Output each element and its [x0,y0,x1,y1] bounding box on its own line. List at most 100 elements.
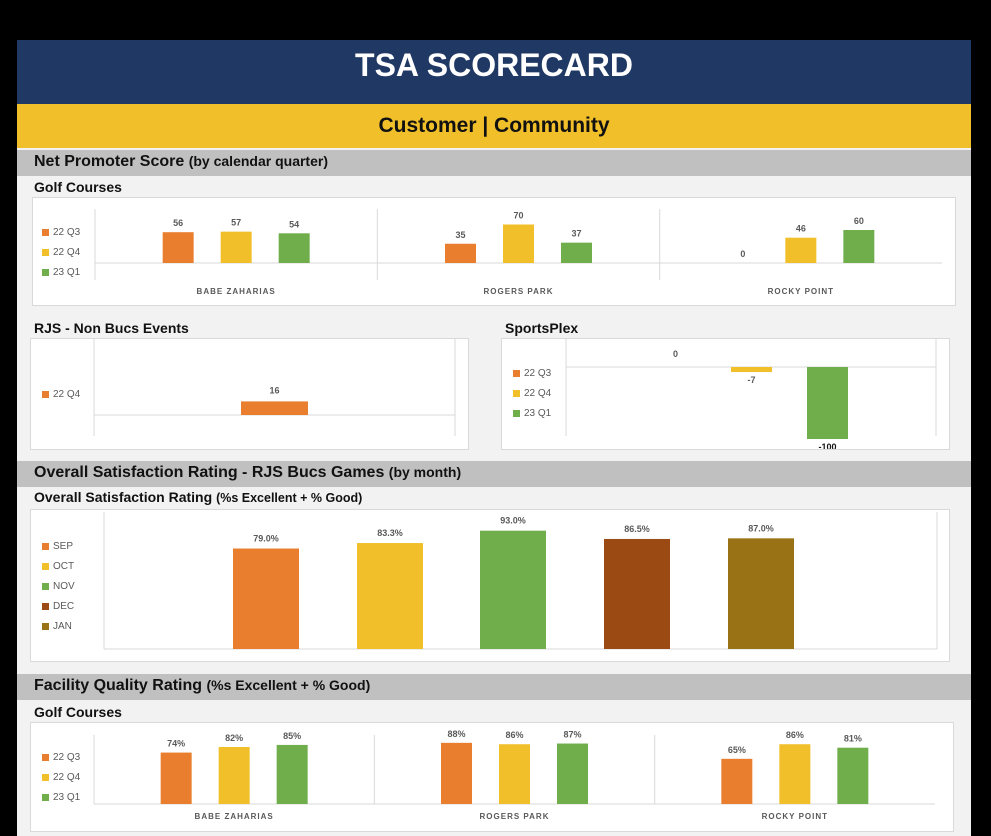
data-label: 57 [231,218,241,228]
legend-label: 22 Q4 [524,387,552,399]
legend-item: SEP [42,536,75,556]
data-label: 81% [844,734,862,744]
legend-item: NOV [42,576,75,596]
data-label: 60 [854,216,864,226]
legend-label: 22 Q4 [53,771,81,783]
bar [557,743,588,804]
osr-chart: 79.0% 83.3% 93.0% 86.5% 87.0% [103,512,938,650]
x-tick-label: ROGERS PARK [484,287,554,296]
data-label: 16 [269,385,279,395]
legend-item: 22 Q4 [42,384,80,404]
bar [807,367,848,439]
legend-label: 22 Q4 [53,388,81,400]
bar [480,530,546,649]
osr-panel: SEP OCT NOV DEC JAN 79.0% 83.3% 93.0% 86.5%… [30,509,950,662]
legend-label: OCT [53,560,75,572]
scorecard-page: TSA SCORECARD Customer | Community Net P… [17,40,971,836]
data-label: -7 [747,375,755,385]
fqr-section-header: Facility Quality Rating (%s Excellent + … [17,674,971,700]
legend-label: 22 Q4 [53,246,81,258]
sportsplex-panel: 22 Q3 22 Q4 23 Q1 0 -7 -100 [501,338,950,450]
rjs-subtitle: RJS - Non Bucs Events [34,320,189,336]
data-label: 83.3% [377,528,403,538]
legend-item: DEC [42,596,75,616]
legend-swatch [42,582,49,590]
bar [785,237,817,263]
legend-swatch [513,369,520,377]
legend-label: 22 Q3 [524,367,552,379]
bar [843,230,875,263]
bar [561,242,592,263]
data-label: 85% [283,731,301,741]
legend-label: 22 Q3 [53,226,81,238]
data-label: 70 [513,211,523,221]
legend-swatch [42,390,49,398]
bar [357,543,423,649]
bar [837,747,869,804]
rjs-chart: 16 [93,339,456,436]
data-label: 54 [289,219,299,229]
legend-swatch [42,228,49,236]
data-label: 0 [740,249,745,259]
osr-section-title: Overall Satisfaction Rating - RJS Bucs G… [34,464,385,481]
nps-golf-subtitle: Golf Courses [34,179,122,195]
legend-swatch [42,248,49,256]
bar [604,538,670,649]
legend-swatch [513,389,520,397]
bar [731,367,772,373]
legend-item: 23 Q1 [42,262,80,282]
data-label: 74% [167,739,185,749]
data-label: -100 [818,442,836,449]
legend-label: 23 Q1 [53,791,81,803]
data-label: 86.5% [624,524,650,534]
osr-subtitle-main: Overall Satisfaction Rating [34,489,213,505]
sportsplex-legend: 22 Q3 22 Q4 23 Q1 [513,363,551,423]
nps-golf-panel: 22 Q3 22 Q4 23 Q1 BABE ZAHARIAS 56 57 54 ROG… [32,197,956,306]
bar [220,231,252,263]
bar [162,232,194,263]
bar [441,742,472,804]
legend-item: 22 Q3 [42,747,80,767]
legend-item: 23 Q1 [42,787,80,807]
bar [278,233,310,263]
bar [233,548,299,649]
data-label: 65% [728,745,746,755]
legend-label: JAN [53,620,72,632]
page-subtitle: Customer | Community [17,104,971,148]
data-label: 93.0% [500,516,526,526]
legend-label: NOV [53,580,75,592]
sportsplex-chart: 0 -7 -100 [565,339,937,449]
x-tick-label: ROCKY POINT [768,287,834,296]
bar [445,243,476,263]
data-label: 87% [563,730,581,740]
legend-swatch [42,793,49,801]
legend-label: SEP [53,540,74,552]
legend-item: 22 Q4 [42,767,80,787]
sportsplex-subtitle: SportsPlex [505,320,579,336]
nps-section-suffix: (by calendar quarter) [188,153,328,169]
nps-golf-chart: BABE ZAHARIAS 56 57 54 ROGERS PARK 35 70 37 ROCK… [94,209,942,296]
nps-golf-legend: 22 Q3 22 Q4 23 Q1 [42,222,80,282]
legend-label: 23 Q1 [524,407,552,419]
x-tick-label: BABE ZAHARIAS [195,812,274,821]
osr-subtitle: Overall Satisfaction Rating (%s Excellen… [34,489,362,505]
legend-label: DEC [53,600,75,612]
bar [499,744,530,804]
data-label: 56 [173,218,183,228]
x-tick-label: BABE ZAHARIAS [197,287,276,296]
x-tick-label: ROCKY POINT [762,812,828,821]
fqr-section-suffix: (%s Excellent + % Good) [206,677,371,693]
legend-swatch [42,562,49,570]
data-label: 86% [505,730,523,740]
data-label: 86% [786,730,804,740]
legend-item: 22 Q4 [513,383,551,403]
nps-section-header: Net Promoter Score (by calendar quarter) [17,150,971,176]
bar [276,744,308,804]
legend-item: 22 Q4 [42,242,80,262]
legend-swatch [42,602,49,610]
bar [721,758,753,804]
fqr-golf-legend: 22 Q3 22 Q4 23 Q1 [42,747,80,807]
data-label: 0 [673,349,678,359]
data-label: 87.0% [748,523,774,533]
fqr-section-title: Facility Quality Rating [34,677,203,694]
